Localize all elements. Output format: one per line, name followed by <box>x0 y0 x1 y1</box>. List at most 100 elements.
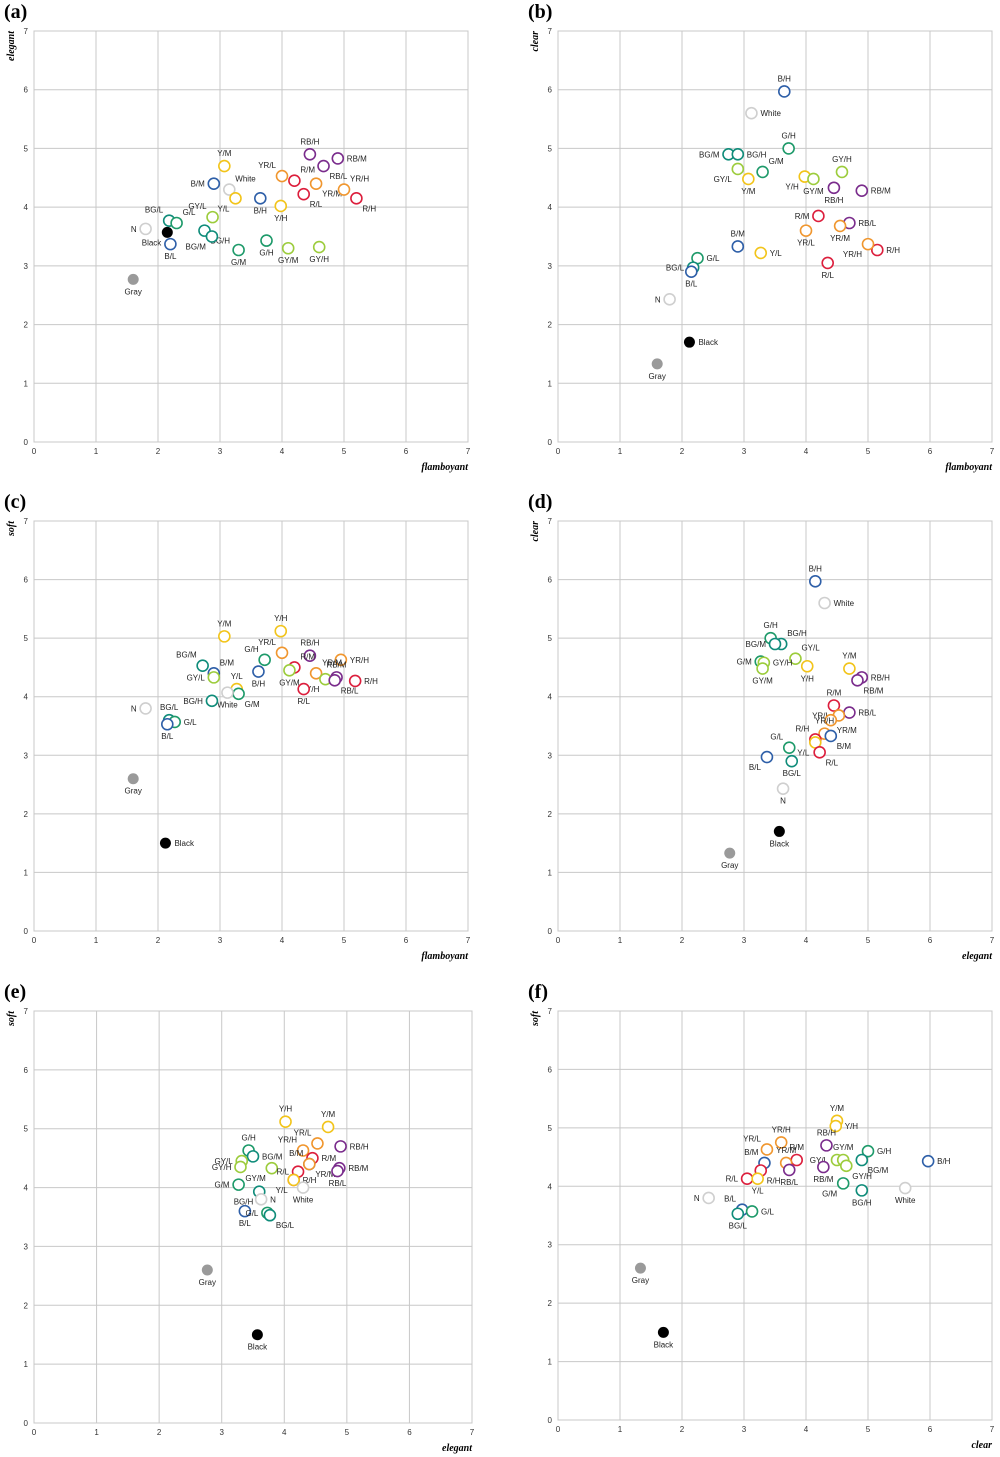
point-label: White <box>760 109 781 118</box>
point-label: N <box>270 1195 276 1204</box>
x-tick-label: 2 <box>157 1428 162 1437</box>
point-label: RB/H <box>871 673 890 682</box>
data-point <box>207 177 221 190</box>
point-label: Y/L <box>797 748 810 757</box>
point-label: BG/L <box>276 1221 295 1230</box>
panel-label: (c) <box>4 491 26 513</box>
point-label: R/M <box>795 212 810 221</box>
point-label: YR/H <box>815 717 834 726</box>
x-tick-label: 2 <box>156 447 161 456</box>
y-tick-label: 5 <box>548 634 553 643</box>
x-axis-title: elegant <box>442 1443 473 1454</box>
point-label: R/L <box>310 200 323 209</box>
point-label: G/M <box>245 700 260 709</box>
data-point <box>683 336 695 348</box>
point-label: GY/L <box>810 1156 829 1165</box>
x-tick-label: 1 <box>618 1425 623 1434</box>
point-label: BG/L <box>145 206 164 215</box>
y-tick-label: 3 <box>548 262 553 271</box>
point-label: BG/H <box>234 1198 254 1207</box>
x-tick-label: 6 <box>928 447 933 456</box>
point-label: Y/L <box>231 672 244 681</box>
data-point <box>827 699 841 712</box>
point-label: GY/M <box>803 187 824 196</box>
point-label: YR/H <box>350 656 369 665</box>
point-label: G/H <box>782 131 796 140</box>
data-point <box>827 181 841 195</box>
data-point <box>756 165 769 179</box>
x-tick-label: 6 <box>407 1428 412 1437</box>
data-point <box>745 106 758 120</box>
y-tick-label: 2 <box>548 321 553 330</box>
data-point <box>782 741 796 754</box>
y-tick-label: 3 <box>24 1242 29 1251</box>
x-tick-label: 7 <box>466 936 471 945</box>
data-point <box>829 1119 843 1133</box>
point-label: RB/M <box>327 660 347 669</box>
panel-label: (f) <box>528 981 548 1003</box>
data-point <box>297 682 311 696</box>
point-label: RB/L <box>858 219 876 228</box>
point-label: Black <box>770 839 791 848</box>
data-point <box>170 216 183 230</box>
data-point <box>303 1157 316 1171</box>
point-label: RB/L <box>330 172 348 181</box>
point-label: White <box>895 1196 916 1205</box>
data-point <box>232 687 245 701</box>
data-point <box>258 653 271 667</box>
point-label: Black <box>248 1343 269 1352</box>
y-tick-label: 3 <box>24 751 29 760</box>
point-label: YR/M <box>315 1170 335 1179</box>
y-tick-label: 5 <box>548 1124 553 1133</box>
data-point <box>246 1150 260 1163</box>
data-point <box>634 1262 646 1274</box>
data-point <box>279 1115 292 1128</box>
data-point <box>745 1205 759 1218</box>
x-tick-label: 0 <box>556 936 561 945</box>
x-axis-title: flamboyant <box>421 951 469 962</box>
data-point <box>839 1159 853 1173</box>
point-label: G/M <box>769 157 784 166</box>
point-label: GY/L <box>714 175 733 184</box>
point-label: N <box>131 225 137 234</box>
data-point <box>196 659 209 672</box>
point-label: N <box>131 704 137 713</box>
point-label: Y/M <box>217 619 232 628</box>
point-label: B/M <box>289 1149 304 1158</box>
point-label: GY/H <box>212 1163 232 1172</box>
data-point <box>161 226 173 238</box>
x-tick-label: 5 <box>866 936 871 945</box>
data-point <box>311 1137 324 1150</box>
data-point <box>296 1144 310 1157</box>
y-tick-label: 4 <box>24 1184 29 1193</box>
y-tick-label: 6 <box>548 1065 553 1074</box>
y-tick-label: 4 <box>24 203 29 212</box>
point-label: Gray <box>632 1276 649 1285</box>
x-tick-label: 4 <box>282 1428 287 1437</box>
point-label: B/M <box>837 742 852 751</box>
data-point <box>205 694 219 708</box>
x-tick-label: 7 <box>990 1425 995 1434</box>
x-tick-label: 5 <box>866 447 871 456</box>
data-point <box>309 177 323 190</box>
y-tick-label: 0 <box>24 1419 29 1428</box>
data-point <box>790 1153 804 1167</box>
point-label: GY/M <box>752 677 773 686</box>
data-point <box>281 241 295 255</box>
point-label: G/L <box>245 1209 258 1218</box>
x-tick-label: 6 <box>404 447 409 456</box>
point-label: BG/H <box>852 1198 872 1207</box>
y-axis-title: soft <box>530 1010 541 1027</box>
scatter-panel: 0 1 2 3 4 5 6 7 0 1 2 3 4 5 6 7 (b) flamboyant clear B/H Whi… <box>528 1 995 473</box>
scatter-panel: 0 1 2 3 4 5 6 7 0 1 2 3 4 5 6 7 (d) elegant clear B/H White G… <box>528 491 995 962</box>
x-tick-label: 5 <box>866 1425 871 1434</box>
point-label: G/H <box>877 1147 891 1156</box>
data-point <box>232 1178 245 1191</box>
point-label: N <box>655 295 661 304</box>
panel-label: (a) <box>4 1 27 23</box>
data-point <box>776 782 790 795</box>
point-label: B/H <box>254 206 268 215</box>
point-label: R/L <box>826 758 839 767</box>
point-label: Y/H <box>801 674 815 683</box>
data-point <box>296 1181 310 1194</box>
